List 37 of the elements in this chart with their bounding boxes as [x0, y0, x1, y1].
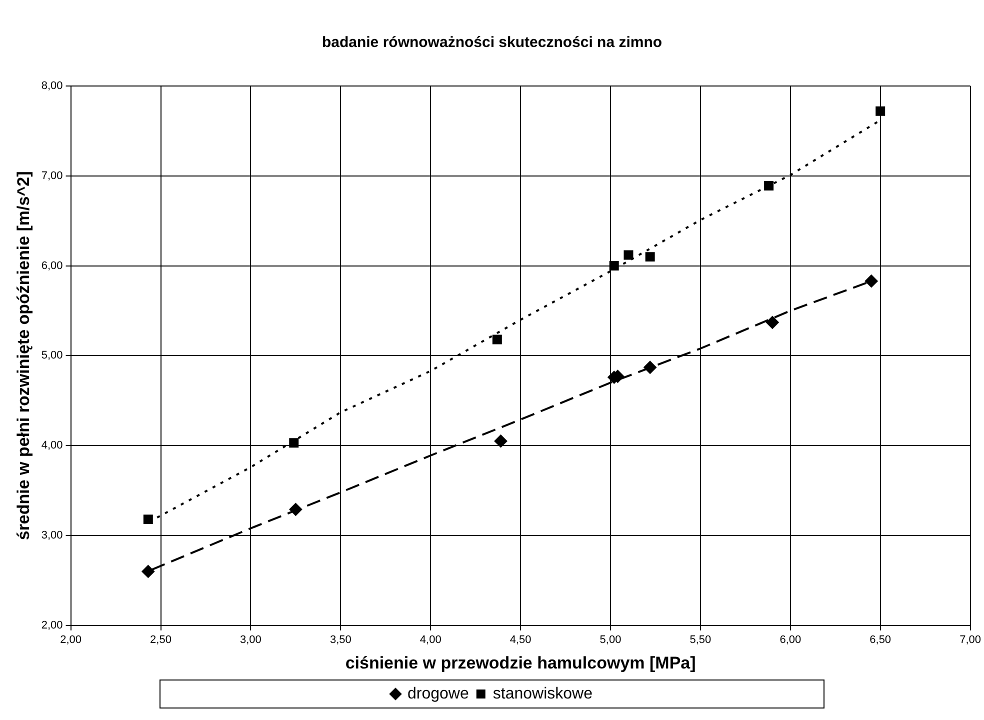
y-tick-label: 5,00: [41, 350, 63, 362]
point: [764, 181, 774, 191]
legend-label: drogowe: [408, 685, 469, 702]
x-tick-label: 4,00: [420, 634, 442, 646]
point: [289, 438, 299, 448]
point: [289, 502, 302, 516]
point: [766, 316, 779, 329]
legend-label: stanowiskowe: [492, 685, 593, 702]
point: [609, 261, 619, 271]
point: [864, 274, 878, 288]
x-tick-label: 2,00: [60, 634, 82, 646]
x-tick-label: 2,50: [150, 634, 172, 646]
chart-title: badanie równoważności skuteczności na zimno: [322, 34, 662, 52]
y-tick-label: 3,00: [41, 530, 63, 542]
point: [876, 106, 886, 116]
x-tick-label: 3,00: [240, 634, 262, 646]
point: [494, 434, 508, 448]
point: [644, 360, 657, 374]
x-tick-label: 6,50: [870, 634, 892, 646]
point: [142, 564, 155, 578]
point: [624, 250, 634, 260]
y-tick-label: 8,00: [41, 80, 63, 92]
x-tick-label: 5,00: [600, 634, 622, 646]
point: [645, 252, 655, 262]
x-tick-label: 7,00: [960, 634, 982, 646]
y-tick-label: 7,00: [41, 170, 63, 182]
x-tick-label: 6,00: [780, 634, 802, 646]
x-tick-label: 4,50: [510, 634, 532, 646]
x-tick-label: 5,50: [690, 634, 712, 646]
point: [143, 514, 153, 524]
point: [492, 334, 502, 344]
y-tick-label: 4,00: [41, 440, 63, 452]
x-axis-title: ciśnienie w przewodzie hamulcowym [MPa]: [345, 653, 696, 672]
y-tick-label: 2,00: [41, 619, 63, 632]
y-tick-label: 6,00: [41, 260, 63, 272]
x-tick-label: 3,50: [330, 634, 352, 646]
y-axis-title: średnie w pełni rozwinięte opóźnienie [m/s^2]: [14, 171, 33, 540]
